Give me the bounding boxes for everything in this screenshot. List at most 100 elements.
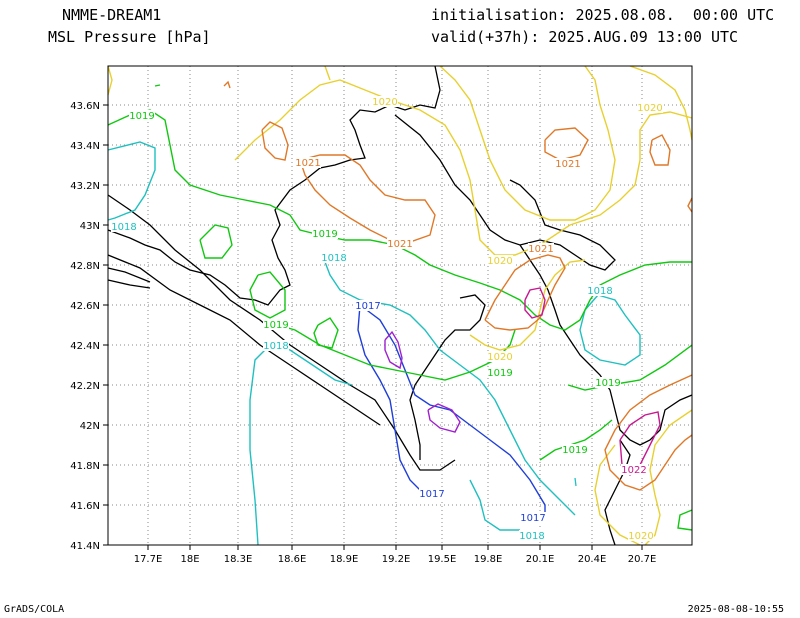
contour-label-bg xyxy=(312,228,338,239)
contour-label: 1021 xyxy=(555,159,580,170)
lat-tick-label: 41.4N xyxy=(70,541,100,552)
contour-label: 1018 xyxy=(263,341,288,352)
valid-value: 2025.AUG.09 13:00 UTC xyxy=(548,28,739,46)
init-value: 2025.08.08. 00:00 UTC xyxy=(575,6,775,24)
contours-1023 xyxy=(384,330,461,433)
albania-border xyxy=(409,294,486,460)
isobar-1019-loop3 xyxy=(313,317,339,349)
coast-island-2 xyxy=(107,267,151,283)
lat-tick-label: 43.6N xyxy=(70,101,100,112)
lat-tick-label: 42.2N xyxy=(70,381,100,392)
contour-label-bg xyxy=(419,488,445,499)
contour-label: 1021 xyxy=(295,158,320,169)
croatia-border xyxy=(107,65,441,306)
lon-tick-label: 17.7E xyxy=(134,554,163,565)
contour-label: 1019 xyxy=(312,229,337,240)
isobar-1023-b xyxy=(427,403,461,433)
contour-label: 1017 xyxy=(520,513,545,524)
lat-tick-label: 43.4N xyxy=(70,141,100,152)
coast-island-1 xyxy=(107,279,151,289)
contour-label: 1020 xyxy=(637,103,662,114)
lat-tick-label: 43.2N xyxy=(70,181,100,192)
lat-tick-label: 42.8N xyxy=(70,261,100,272)
contour-label: 1021 xyxy=(387,239,412,250)
init-label: initialisation: xyxy=(431,6,567,24)
contour-label-bg xyxy=(263,340,289,351)
contour-label-bg xyxy=(562,444,588,455)
contours-1021 xyxy=(223,80,693,491)
contour-label-bg xyxy=(621,464,647,475)
initialisation-time: initialisation: 2025.08.08. 00:00 UTC xyxy=(431,6,774,24)
contour-label-bg xyxy=(487,351,513,362)
footer-timestamp: 2025-08-08-10:55 xyxy=(687,604,784,615)
coastline-borders xyxy=(107,65,693,546)
lon-tick-label: 19.2E xyxy=(382,554,411,565)
contour-label-bg xyxy=(487,367,513,378)
lon-tick-label: 19.5E xyxy=(428,554,457,565)
isobar-1021-loop xyxy=(261,121,289,161)
contour-label: 1018 xyxy=(321,253,346,264)
lon-tick-label: 18.9E xyxy=(330,554,359,565)
contour-label-bg xyxy=(355,300,381,311)
valid-label: valid(+37h): xyxy=(431,28,540,46)
isobar-1019-se xyxy=(677,509,693,531)
contour-label: 1018 xyxy=(111,222,136,233)
isobar-1020-se xyxy=(594,409,693,546)
border-lake xyxy=(604,439,631,546)
isobar-1019-mid xyxy=(277,324,693,391)
contours-1018 xyxy=(107,141,641,546)
isobar-1018-east xyxy=(579,294,641,366)
longitude-ticks: 17.7E 18E 18.3E 18.6E 18.9E 19.2E 19.5E 19.8E 20… xyxy=(134,545,657,565)
lat-tick-label: 42.6N xyxy=(70,301,100,312)
contour-label-bg xyxy=(487,255,513,266)
contour-label: 1019 xyxy=(129,111,154,122)
contour-label: 1019 xyxy=(263,320,288,331)
kosovo-border xyxy=(519,244,693,446)
isobar-1019-loop xyxy=(199,224,233,259)
contour-label-bg xyxy=(295,157,321,168)
contour-label-bg xyxy=(520,512,546,523)
contour-label: 1021 xyxy=(528,244,553,255)
contour-label: 1017 xyxy=(355,301,380,312)
lon-tick-label: 18E xyxy=(180,554,199,565)
lat-tick-label: 43N xyxy=(80,221,100,232)
contour-label-bg xyxy=(595,377,621,388)
isobar-1021-main xyxy=(299,154,436,243)
contour-label: 1018 xyxy=(587,286,612,297)
latitude-ticks: 43.6N 43.4N 43.2N 43N 42.8N 42.6N 42.4N 42.2N 42… xyxy=(70,101,108,552)
contour-label: 1017 xyxy=(419,489,444,500)
isobar-1020-main xyxy=(234,79,693,256)
isobar-1021-mid xyxy=(484,254,566,331)
small-cyan-mark xyxy=(574,477,577,487)
isobar-1021-dot xyxy=(223,80,231,89)
lon-tick-label: 20.7E xyxy=(628,554,657,565)
isobar-1021-se xyxy=(604,374,693,491)
isobar-1019-loop2 xyxy=(249,271,286,319)
contour-label: 1019 xyxy=(487,368,512,379)
montenegro-border xyxy=(394,114,616,271)
contour-label-bg xyxy=(321,252,347,263)
contour-label-bg xyxy=(528,243,554,254)
isobar-1018-west xyxy=(107,141,156,221)
contour-label: 1020 xyxy=(372,97,397,108)
lon-tick-label: 18.6E xyxy=(278,554,307,565)
isobar-1021-ne xyxy=(544,127,589,161)
valid-time: valid(+37h): 2025.AUG.09 13:00 UTC xyxy=(431,28,738,46)
lon-tick-label: 18.3E xyxy=(224,554,253,565)
contour-labels: 1019 1020 1020 1021 1021 1018 1019 1021 1020 1021… xyxy=(111,96,663,542)
contour-label: 1020 xyxy=(487,352,512,363)
field-name: MSL Pressure [hPa] xyxy=(48,28,211,46)
contour-label-bg xyxy=(637,102,663,113)
isobar-1018-main xyxy=(249,261,576,546)
contour-label: 1019 xyxy=(562,445,587,456)
contour-label: 1020 xyxy=(628,531,653,542)
contour-label: 1019 xyxy=(595,378,620,389)
lat-tick-label: 42N xyxy=(80,421,100,432)
model-name: NMME-DREAM1 xyxy=(62,6,162,24)
contour-label: 1020 xyxy=(487,256,512,267)
isobar-1022-a xyxy=(524,287,546,319)
contour-label-bg xyxy=(129,110,155,121)
contour-label: 1018 xyxy=(519,531,544,542)
contour-label-bg xyxy=(628,530,654,541)
